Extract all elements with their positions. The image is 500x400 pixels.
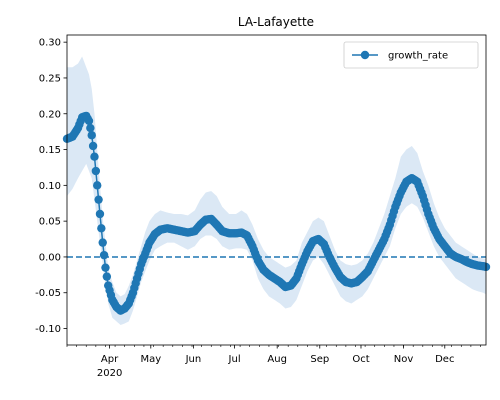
x-tick-label: Aug xyxy=(267,354,287,365)
legend: growth_rate xyxy=(343,41,479,69)
data-point xyxy=(88,141,98,151)
data-point xyxy=(97,224,106,233)
axes: 0.30 0.25 0.20 0.15 0.10 0.05 0.00 -0.05 -0.10 Ap… xyxy=(35,34,487,379)
data-point xyxy=(93,181,102,190)
legend-marker-swatch xyxy=(360,50,370,60)
plot-area xyxy=(62,56,491,325)
axes-frame xyxy=(66,34,487,346)
data-point xyxy=(99,250,109,260)
legend-label: growth_rate xyxy=(388,51,448,62)
chart-title: LA-Lafayette xyxy=(238,15,314,29)
data-point xyxy=(87,131,96,140)
data-point xyxy=(91,166,101,176)
x-tick-label: Dec xyxy=(435,354,454,365)
x-tick-label: May xyxy=(140,354,161,365)
y-tick-label: 0.20 xyxy=(39,109,61,120)
data-point xyxy=(94,195,103,204)
x-tick-label: Jul xyxy=(228,354,241,365)
data-point xyxy=(95,209,105,219)
y-tick-label: 0.10 xyxy=(39,181,61,192)
y-tick-label: -0.10 xyxy=(35,324,61,335)
x-tick-label: Sep xyxy=(310,354,329,365)
legend-box xyxy=(343,41,479,69)
data-point xyxy=(101,263,110,272)
y-tick-label: 0.05 xyxy=(39,217,61,228)
y-tick-label: 0.15 xyxy=(39,145,61,156)
y-tick-label: -0.05 xyxy=(35,288,61,299)
x-tick-year-label: 2020 xyxy=(97,368,122,379)
data-point xyxy=(98,238,107,247)
data-point xyxy=(84,116,94,126)
confidence-band xyxy=(67,56,486,325)
data-point xyxy=(90,152,99,161)
x-tick-label: Apr xyxy=(101,354,119,365)
data-point xyxy=(86,123,95,133)
x-tick-label: Oct xyxy=(352,354,369,365)
y-tick-label: 0.25 xyxy=(39,73,61,84)
y-tick-label: 0.30 xyxy=(39,38,61,49)
data-point xyxy=(102,272,112,281)
y-tick-label: 0.00 xyxy=(39,252,61,263)
x-tick-label: Jun xyxy=(185,354,202,365)
x-tick-label: Nov xyxy=(394,354,414,365)
